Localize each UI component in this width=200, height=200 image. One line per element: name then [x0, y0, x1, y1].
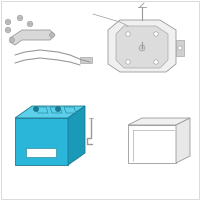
Polygon shape — [176, 40, 184, 56]
Polygon shape — [80, 57, 92, 63]
Polygon shape — [10, 30, 55, 45]
Polygon shape — [116, 26, 168, 68]
Circle shape — [5, 27, 11, 33]
Polygon shape — [26, 148, 56, 157]
Circle shape — [154, 60, 158, 64]
Polygon shape — [64, 107, 76, 113]
Polygon shape — [50, 107, 62, 113]
Polygon shape — [36, 107, 48, 113]
Circle shape — [17, 15, 23, 21]
Polygon shape — [128, 118, 190, 125]
Polygon shape — [68, 106, 85, 165]
Polygon shape — [128, 125, 176, 163]
Circle shape — [34, 107, 38, 111]
Circle shape — [126, 60, 130, 64]
Circle shape — [27, 21, 33, 27]
Polygon shape — [15, 106, 85, 118]
Circle shape — [178, 46, 182, 50]
Circle shape — [126, 32, 130, 36]
Polygon shape — [108, 20, 176, 72]
Circle shape — [56, 107, 60, 111]
Polygon shape — [15, 118, 68, 165]
Polygon shape — [176, 118, 190, 163]
Circle shape — [154, 32, 158, 36]
Circle shape — [50, 32, 54, 38]
Circle shape — [139, 45, 145, 51]
Circle shape — [5, 19, 11, 25]
Circle shape — [10, 38, 14, 43]
